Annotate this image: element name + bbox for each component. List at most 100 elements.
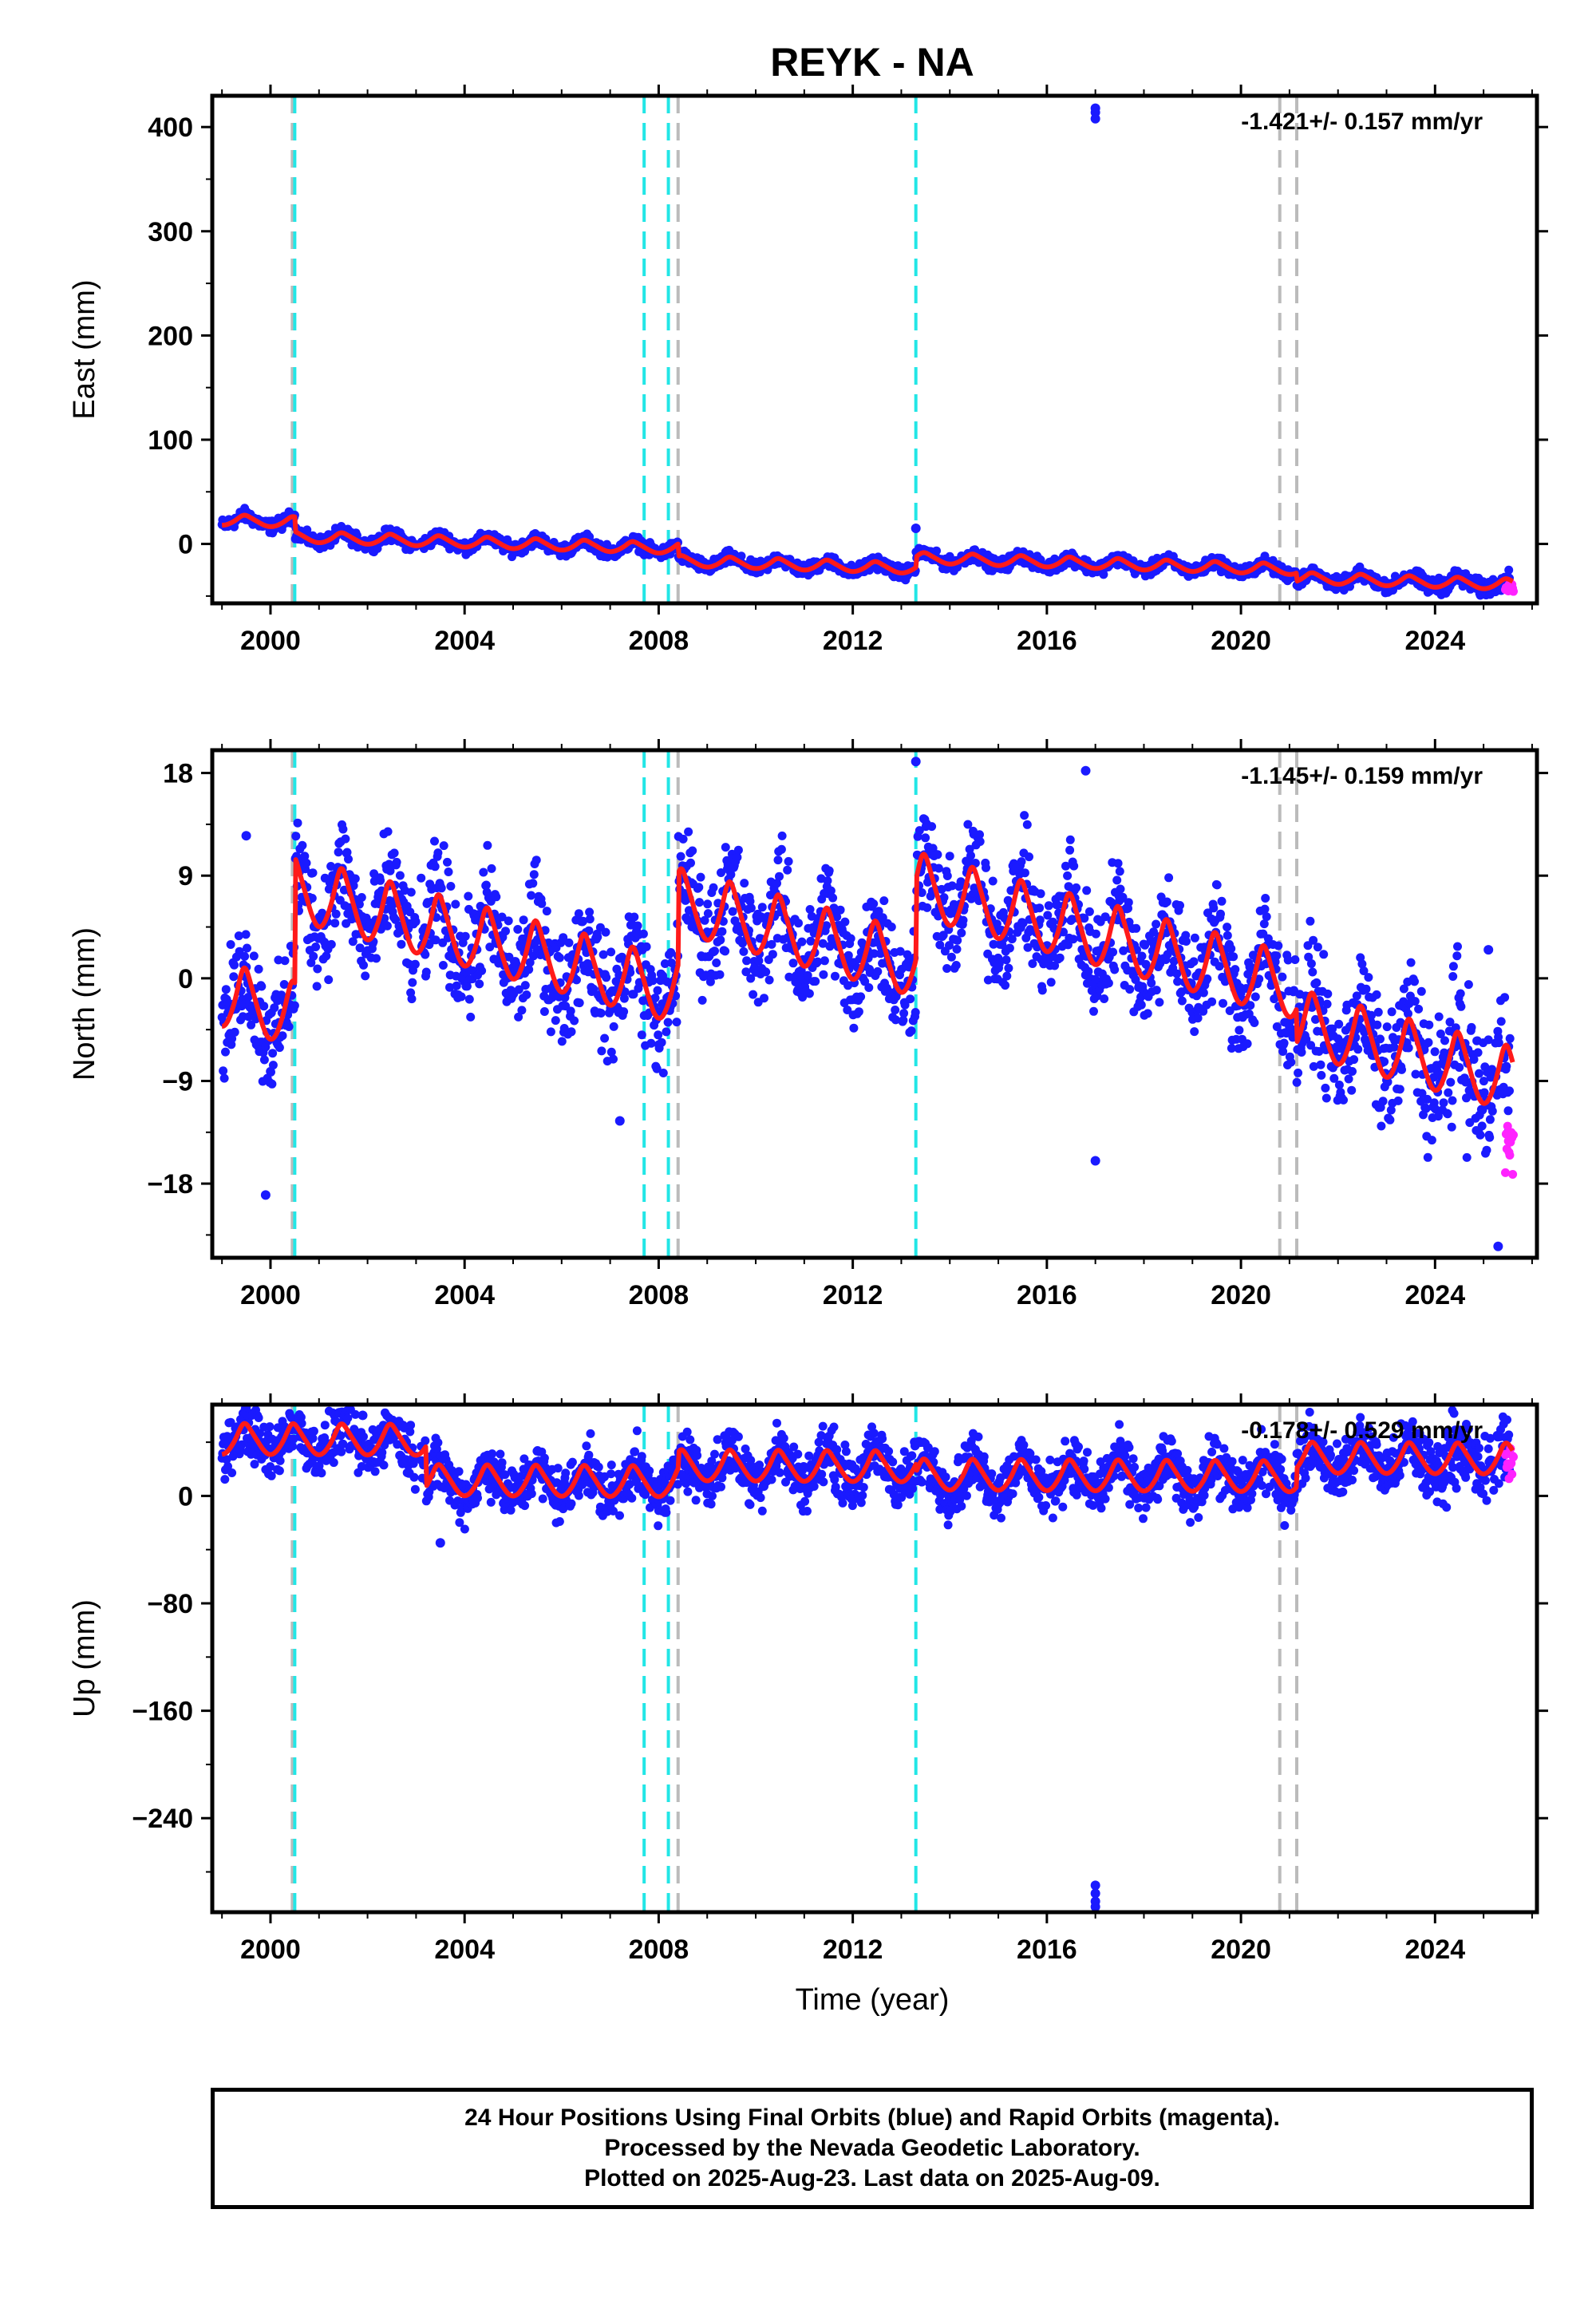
data-point-final — [1455, 1063, 1464, 1072]
data-point-final — [1329, 1073, 1339, 1083]
data-point-final — [907, 1026, 916, 1036]
data-point-final — [1393, 1096, 1403, 1105]
data-point-final — [598, 950, 608, 959]
data-point-final — [1036, 889, 1045, 899]
data-point-final — [311, 943, 321, 951]
data-point-final — [658, 1069, 668, 1077]
data-point-final — [805, 905, 815, 914]
data-point-final — [768, 950, 777, 959]
data-point-final — [431, 935, 440, 945]
data-point-final — [350, 874, 360, 883]
data-point-final — [267, 1079, 277, 1089]
data-point-final — [293, 818, 302, 828]
data-point-outlier — [1493, 1241, 1503, 1251]
data-point-final — [1410, 997, 1420, 1006]
data-point-final — [1084, 907, 1094, 916]
data-point-final — [1217, 896, 1227, 906]
data-point-final — [828, 893, 838, 903]
data-point-final — [1321, 1093, 1331, 1103]
data-point-final — [421, 950, 430, 959]
data-point-final — [703, 899, 713, 909]
data-point-final — [672, 1018, 681, 1027]
data-point-final — [1347, 1085, 1357, 1095]
data-point-final — [343, 1413, 353, 1423]
data-point-final — [906, 994, 915, 1004]
offset-lines — [290, 96, 1299, 603]
data-point-final — [633, 921, 642, 931]
data-point-final — [1072, 883, 1081, 892]
data-point-final — [376, 875, 385, 885]
data-point-final — [1464, 980, 1473, 990]
data-point-final — [1378, 1097, 1388, 1106]
data-point-final — [223, 1461, 232, 1471]
data-point-rapid — [1509, 587, 1519, 596]
data-point-final — [1376, 1034, 1385, 1044]
data-point-final — [255, 1429, 265, 1438]
data-point-final — [1411, 1069, 1420, 1079]
data-point-final — [1007, 935, 1017, 944]
data-point-final — [1367, 1010, 1376, 1020]
data-point-final — [650, 994, 660, 1002]
data-point-final — [777, 831, 787, 840]
data-point-final — [268, 1049, 278, 1058]
data-point-final — [975, 830, 984, 840]
data-point-final — [1108, 947, 1118, 957]
data-point-outlier — [1090, 113, 1100, 124]
data-point-final — [524, 965, 534, 974]
data-point-final — [1313, 943, 1322, 952]
data-point-final — [572, 975, 581, 985]
data-point-final — [219, 1066, 228, 1076]
data-point-final — [953, 935, 962, 945]
data-point-final — [1147, 978, 1156, 988]
data-point-final — [737, 551, 746, 561]
data-point-final — [1215, 962, 1224, 971]
data-point-final — [1262, 912, 1271, 922]
data-point-final — [740, 879, 749, 888]
data-point-final — [746, 903, 756, 913]
data-point-final — [247, 1020, 256, 1030]
data-point-final — [430, 836, 439, 846]
data-point-final — [1385, 1115, 1395, 1124]
data-point-final — [609, 1054, 618, 1064]
data-point-final — [1433, 1112, 1443, 1121]
data-point-final — [1055, 953, 1065, 962]
data-point-final — [927, 822, 937, 832]
data-point-final — [359, 1432, 368, 1441]
data-point-final — [952, 944, 962, 954]
data-point-final — [1063, 871, 1073, 880]
data-point-final — [445, 982, 454, 992]
y-tick-label: 18 — [163, 759, 193, 789]
data-point-final — [1416, 986, 1426, 996]
data-point-final — [302, 525, 312, 535]
data-point-final — [1048, 917, 1057, 927]
data-point-final — [326, 939, 336, 949]
data-point-final — [895, 947, 905, 956]
data-point-final — [241, 930, 251, 939]
data-point-final — [945, 852, 954, 861]
data-point-final — [1430, 1047, 1440, 1057]
data-point-final — [259, 1002, 269, 1011]
data-point-final — [1467, 1022, 1476, 1032]
data-point-final — [637, 1030, 646, 1040]
data-point-final — [620, 987, 630, 997]
data-point-final — [1306, 959, 1316, 968]
data-point-final — [1483, 1035, 1493, 1045]
data-point-final — [290, 1001, 299, 1010]
data-point-final — [642, 942, 651, 951]
data-point-final — [806, 936, 816, 946]
data-point-final — [761, 967, 771, 977]
y-tick-label: 0 — [178, 964, 193, 994]
data-point-final — [854, 1007, 863, 1017]
data-point-final — [1322, 999, 1332, 1009]
data-point-final — [1502, 1061, 1511, 1071]
y-tick-label: −18 — [147, 1169, 193, 1199]
data-point-final — [1307, 1002, 1317, 1012]
data-point-final — [1395, 1085, 1404, 1094]
data-point-final — [520, 981, 530, 990]
data-point-final — [477, 966, 487, 975]
data-point-final — [899, 1009, 909, 1018]
data-point-final — [864, 983, 874, 992]
data-point-final — [1443, 1109, 1452, 1119]
data-point-final — [1383, 1077, 1393, 1087]
data-point-final — [684, 827, 693, 836]
